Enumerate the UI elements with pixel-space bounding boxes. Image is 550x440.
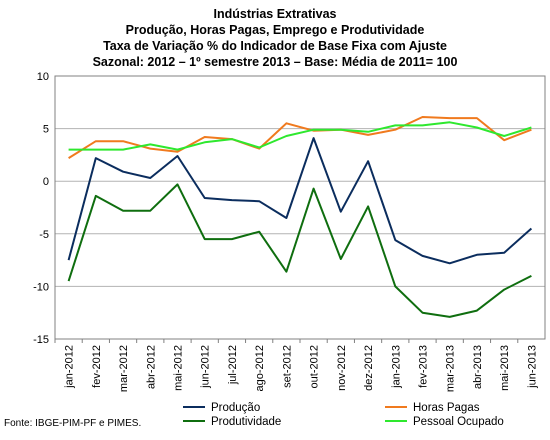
x-tick-label-15: abr-2013 — [472, 345, 484, 389]
y-tick-label-1: -10 — [33, 281, 49, 293]
x-tick-label-2: mar-2012 — [118, 345, 130, 392]
x-tick-label-6: jul-2012 — [227, 345, 239, 385]
title-line-2: Produção, Horas Pagas, Emprego e Produti… — [125, 23, 425, 37]
x-tick-label-10: nov-2012 — [336, 345, 348, 391]
x-tick-label-3: abr-2012 — [145, 345, 157, 389]
title-line-1: Indústrias Extrativas — [213, 7, 337, 21]
y-tick-label-0: -15 — [33, 334, 49, 346]
x-tick-label-7: ago-2012 — [254, 345, 266, 392]
series-line-0 — [67, 137, 533, 265]
series-line-3 — [68, 121, 532, 151]
legend-label-1: Horas Pagas — [413, 402, 480, 414]
x-tick-label-9: out-2012 — [309, 345, 321, 388]
x-tick-label-8: set-2012 — [281, 345, 293, 388]
x-tick-label-16: mai-2013 — [499, 345, 511, 391]
x-tick-label-17: jun-2013 — [526, 345, 538, 389]
x-tick-label-1: fev-2012 — [91, 345, 103, 388]
y-tick-label-5: 10 — [37, 71, 49, 83]
x-tick-label-0: jan-2012 — [64, 345, 76, 389]
legend-label-3: Pessoal Ocupado — [413, 416, 504, 428]
plot-frame — [54, 75, 546, 340]
y-tick-label-4: 5 — [43, 124, 49, 136]
source-note: Fonte: IBGE-PIM-PF e PIMES. — [4, 418, 142, 429]
x-tick-label-12: jan-2013 — [390, 345, 402, 389]
chart-title: Indústrias Extrativas Produção, Horas Pa… — [0, 6, 550, 70]
series-line-1 — [68, 116, 532, 159]
legend-label-2: Produtividade — [211, 416, 281, 428]
y-tick-label-3: 0 — [43, 176, 49, 188]
x-tick-label-4: mai-2012 — [173, 345, 185, 391]
x-tick-label-13: fev-2013 — [418, 345, 430, 388]
y-tick-label-2: -5 — [39, 229, 49, 241]
series-line-2 — [67, 183, 532, 318]
legend-label-0: Produção — [211, 402, 260, 414]
title-line-4: Sazonal: 2012 – 1º semestre 2013 – Base:… — [92, 55, 458, 69]
title-line-3: Taxa de Variação % do Indicador de Base … — [103, 39, 447, 53]
x-tick-label-5: jun-2012 — [200, 345, 212, 389]
x-tick-label-11: dez-2012 — [363, 345, 375, 391]
x-tick-label-14: mar-2013 — [445, 345, 457, 392]
